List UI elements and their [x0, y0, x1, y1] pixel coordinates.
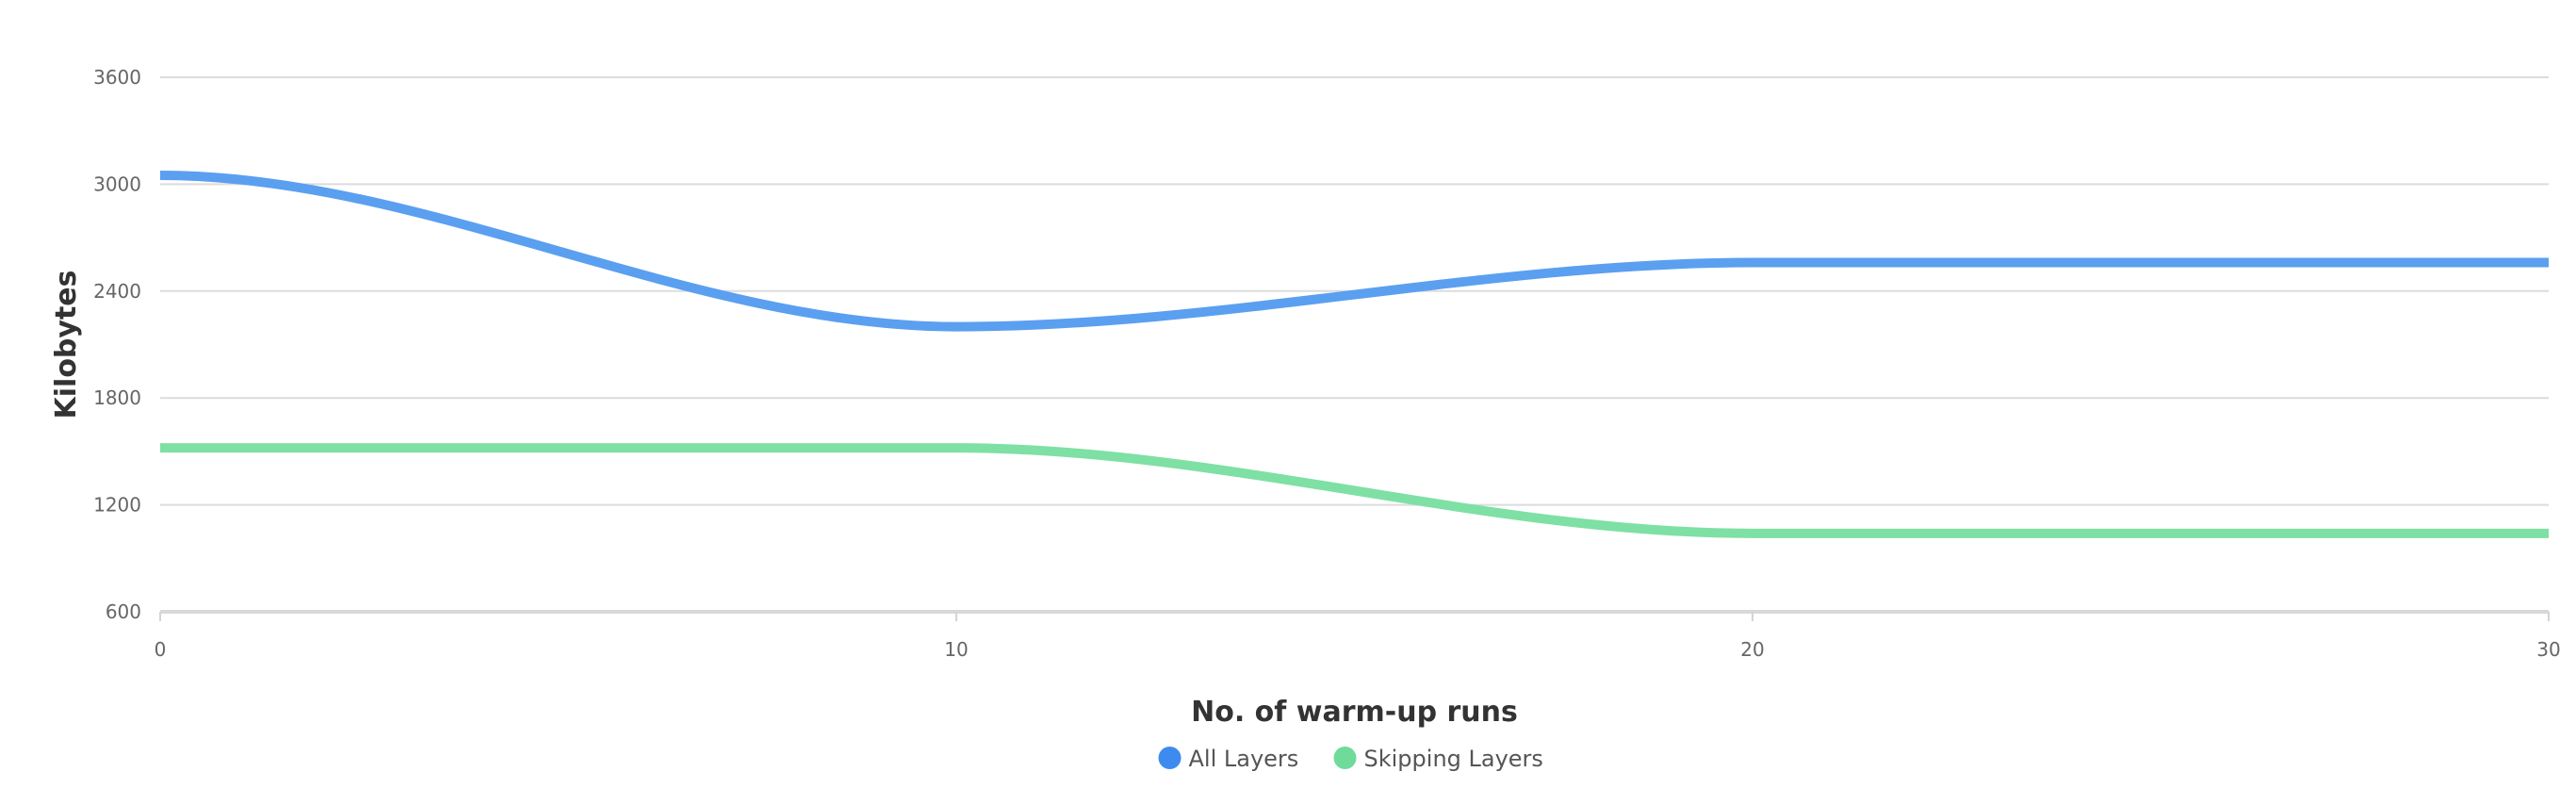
y-tick-label: 1800 — [93, 386, 141, 409]
series-line-all-layers — [159, 170, 2549, 332]
y-tick-label: 3600 — [93, 66, 141, 89]
y-tick-label: 3000 — [93, 172, 141, 195]
series-lines — [159, 170, 2549, 538]
legend-label-skipping-layers: Skipping Layers — [1364, 746, 1543, 772]
y-tick-label: 600 — [106, 600, 141, 623]
x-tick-label: 20 — [1740, 638, 1764, 661]
x-tick-label: 30 — [2536, 638, 2560, 661]
x-tick-label: 10 — [944, 638, 968, 661]
series-line-skipping-layers — [160, 443, 2549, 538]
legend-label-all-layers: All Layers — [1189, 746, 1299, 772]
y-axis-title: Kilobytes — [50, 271, 83, 419]
y-tick-label: 1200 — [93, 494, 141, 517]
x-tick-label: 0 — [155, 638, 167, 661]
legend-marker-all-layers — [1158, 747, 1182, 769]
grid-lines — [160, 76, 2549, 614]
x-axis-title: No. of warm-up runs — [1191, 696, 1518, 729]
legend: All Layers Skipping Layers — [1158, 746, 1543, 772]
axis-labels: No. of warm-up runs Kilobytes — [50, 271, 1518, 730]
legend-marker-skipping-layers — [1333, 747, 1357, 769]
y-tick-label: 2400 — [93, 280, 141, 303]
axes: 600 1200 1800 2400 3000 3600 0 10 20 30 — [93, 66, 2561, 661]
